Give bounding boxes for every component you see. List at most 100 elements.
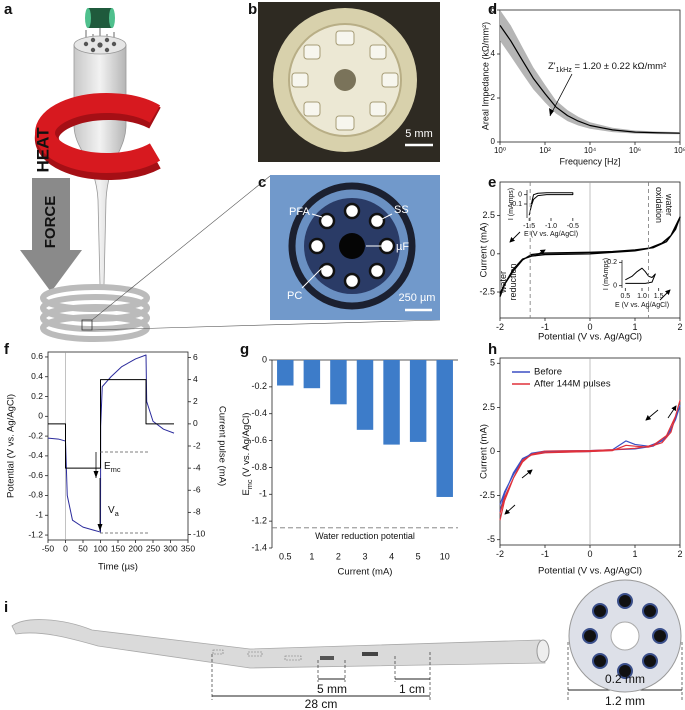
panel-letter: a — [4, 1, 13, 18]
y2-tick-label: -2 — [193, 440, 201, 450]
y-tick-label: 0 — [613, 283, 617, 290]
y-tick-label: 0 — [491, 137, 496, 146]
y-tick-label: 4 — [491, 49, 496, 58]
x-tick-label: 2 — [336, 551, 341, 561]
annotation-part: = 1.20 ± 0.22 kΩ/mm² — [572, 61, 666, 72]
x-tick-label: 3 — [362, 551, 367, 561]
electrodes — [308, 202, 396, 290]
callout-line — [379, 213, 393, 221]
y-tick-label: 0 — [490, 248, 495, 258]
dim-label: 1 cm — [399, 682, 425, 696]
hole — [90, 37, 96, 43]
y-tick-label: -0.8 — [251, 462, 267, 472]
electrode — [343, 202, 361, 220]
y-tick-label: -0.4 — [251, 408, 267, 418]
callout: PFA — [289, 206, 310, 218]
panel-letter: g — [240, 341, 249, 358]
y-tick-label: -2.5 — [479, 490, 495, 500]
callout: SS — [394, 204, 409, 216]
x-tick-label: 300 — [163, 543, 177, 553]
y-tick-label: -0.6 — [251, 435, 267, 445]
channel — [369, 44, 387, 60]
spool-end — [85, 8, 91, 28]
force-label: FORCE — [42, 196, 59, 249]
electrode — [368, 262, 386, 280]
y-tick-label: -0.1 — [510, 201, 522, 208]
x-tick-label: 5 — [416, 551, 421, 561]
inset-bg — [598, 256, 668, 306]
callout-line — [311, 213, 323, 218]
bar — [303, 360, 321, 389]
y-tick-label: -1 — [259, 489, 267, 499]
probe — [11, 619, 546, 669]
probe-electrode — [320, 656, 334, 660]
zoom-line — [91, 175, 271, 321]
y-axis-title: Current (mA) — [479, 223, 490, 278]
scale-label: 5 mm — [405, 128, 433, 140]
channel — [303, 44, 321, 60]
x-tick-label: 0.5 — [620, 293, 630, 300]
x-tick-label: 100 — [93, 543, 107, 553]
hole — [111, 41, 117, 47]
x-tick-label: -1.0 — [545, 223, 557, 230]
data-line — [47, 354, 175, 533]
window — [247, 651, 263, 657]
callout: PC — [287, 290, 302, 302]
window — [212, 649, 224, 655]
x-axis-title: E (V vs. Ag/AgCl) — [615, 302, 669, 309]
x-axis-title: Time (µs) — [98, 562, 138, 573]
x-tick-label: 1.0 — [637, 293, 647, 300]
y-tick-label: -0.8 — [28, 490, 43, 500]
x-tick-label: 10² — [539, 146, 551, 155]
coil-loop — [40, 314, 150, 342]
fiber-coil — [40, 284, 150, 342]
x-tick-label: -1 — [541, 549, 549, 559]
y2-tick-label: -8 — [193, 507, 201, 517]
microfluidic-channel — [339, 233, 365, 259]
y-tick-label: -1.2 — [28, 529, 43, 539]
y2-tick-label: -4 — [193, 462, 201, 472]
y-tick-label: 2.5 — [482, 210, 495, 220]
x-tick-label: 200 — [128, 543, 142, 553]
y-tick-label: 6 — [491, 5, 496, 14]
cross-section-electrodes — [582, 593, 668, 679]
callout: µF — [396, 241, 409, 253]
x-axis-title: Potential (V vs. Ag/AgCl) — [538, 332, 642, 343]
x-tick-label: 10⁴ — [584, 146, 597, 155]
electrode — [642, 653, 658, 669]
window — [284, 655, 302, 661]
electrode — [582, 628, 598, 644]
bar — [356, 360, 374, 430]
electrode — [642, 603, 658, 619]
y-tick-label: 0 — [518, 192, 522, 199]
x-axis-title: Current (mA) — [338, 567, 393, 578]
x-tick-label: 4 — [389, 551, 394, 561]
dim-label: 5 mm — [317, 682, 347, 696]
annotation-line: water — [498, 271, 508, 294]
channel — [381, 72, 399, 88]
heat-label: HEAT — [33, 127, 52, 173]
dim-label: 0.2 mm — [605, 672, 645, 686]
probe-electrode — [362, 652, 378, 656]
spool — [88, 8, 112, 28]
panel-letter: h — [488, 341, 497, 358]
y-axis-title: Potential (V vs. Ag/AgCl) — [6, 394, 17, 498]
hole — [104, 47, 110, 53]
x-tick-label: 250 — [146, 543, 160, 553]
legend-label: Before — [534, 367, 562, 378]
y-tick-label: -2.5 — [479, 286, 495, 296]
annotation-line: reduction — [508, 263, 518, 300]
x-tick-label: 0.5 — [279, 551, 292, 561]
hole — [97, 42, 103, 48]
y-axis-title: I (mAmps) — [508, 188, 515, 220]
y2-axis-title: Current pulse (mA) — [216, 406, 227, 486]
direction-arrow — [659, 289, 671, 301]
coil-loop — [40, 304, 150, 332]
annotation: Emc — [104, 461, 121, 475]
x-tick-label: 150 — [111, 543, 125, 553]
y-tick-label: 5 — [490, 358, 495, 368]
electrode — [368, 212, 386, 230]
x-tick-label: -2 — [496, 549, 504, 559]
panel-letter: d — [488, 1, 497, 18]
